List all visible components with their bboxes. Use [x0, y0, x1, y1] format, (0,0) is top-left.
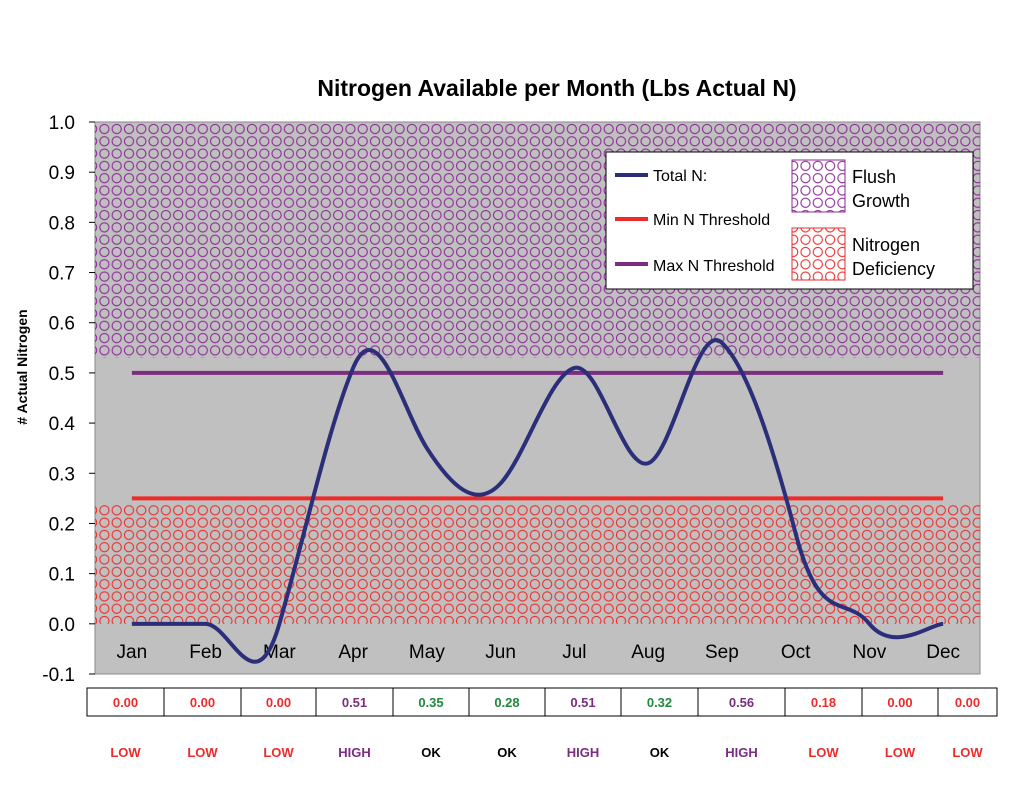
table-value: 0.00 [266, 695, 291, 710]
legend-label-min: Min N Threshold [653, 212, 770, 229]
table-value: 0.51 [570, 695, 595, 710]
legend-label-deficiency: Nitrogen Deficiency [852, 235, 935, 279]
table-cell [697, 687, 786, 717]
chart-title: Nitrogen Available per Month (Lbs Actual… [317, 75, 796, 101]
table-value: 0.18 [811, 695, 836, 710]
status-label: LOW [885, 745, 916, 760]
status-label: LOW [808, 745, 839, 760]
table-cell [392, 687, 470, 717]
status-label: OK [421, 745, 441, 760]
table-value: 0.56 [729, 695, 754, 710]
x-tick-label: Dec [926, 642, 960, 663]
status-label: LOW [187, 745, 218, 760]
series-line-total-n [131, 338, 944, 664]
table-cell [86, 687, 165, 717]
table-value: 0.00 [955, 695, 980, 710]
x-tick-label: Apr [338, 642, 368, 663]
x-tick-label: May [409, 642, 445, 663]
legend-label-total-n: Total N: [653, 168, 707, 185]
x-tick-label: Feb [189, 642, 222, 663]
x-tick-label: Sep [705, 642, 739, 663]
legend-label-flush: Flush Growth [852, 167, 910, 211]
table-cell [620, 687, 699, 717]
status-label: HIGH [725, 745, 758, 760]
table-cell [937, 687, 998, 717]
legend-swatch-deficiency [791, 227, 846, 281]
table-cell [544, 687, 622, 717]
status-label: LOW [110, 745, 141, 760]
legend-swatch-flush [791, 159, 846, 213]
table-cell [240, 687, 317, 717]
status-label: LOW [952, 745, 983, 760]
x-tick-label: Oct [781, 642, 811, 663]
table-value: 0.00 [113, 695, 138, 710]
y-tick-label: 0.0 [49, 615, 75, 636]
table-cell [315, 687, 394, 717]
table-cell [861, 687, 939, 717]
area-nitrogen-deficiency [95, 503, 980, 624]
y-tick-label: 0.1 [49, 565, 75, 586]
y-tick-label: 0.6 [49, 314, 75, 335]
y-tick-label: 0.8 [49, 213, 75, 234]
values-table: 0.00 LOW 0.00 LOW 0.00 LOW 0.51 HIGH 0.35 OK 0.28 O… [86, 687, 998, 760]
y-tick-label: 1.0 [49, 113, 75, 134]
y-tick-label: 0.2 [49, 514, 75, 535]
table-value: 0.28 [494, 695, 519, 710]
y-axis-label: # Actual Nitrogen [14, 309, 30, 424]
table-value: 0.32 [647, 695, 672, 710]
table-value: 0.00 [190, 695, 215, 710]
legend: Total N: Min N Threshold Max N Threshold… [605, 151, 974, 290]
y-tick-label: 0.3 [49, 464, 75, 485]
status-label: LOW [263, 745, 294, 760]
x-tick-label: Jun [485, 642, 516, 663]
y-tick-label: 0.7 [49, 264, 75, 285]
legend-label-max: Max N Threshold [653, 258, 775, 275]
x-tick-label: Nov [852, 642, 886, 663]
x-tick-label: Jan [117, 642, 148, 663]
status-label: OK [650, 745, 670, 760]
table-cell [784, 687, 863, 717]
x-tick-label: Jul [562, 642, 586, 663]
table-value: 0.00 [887, 695, 912, 710]
y-tick-label: 0.5 [49, 364, 75, 385]
table-value: 0.51 [342, 695, 367, 710]
status-label: HIGH [567, 745, 600, 760]
y-tick-label: 0.9 [49, 163, 75, 184]
status-label: HIGH [338, 745, 371, 760]
x-tick-label: Aug [631, 642, 665, 663]
table-value: 0.35 [418, 695, 443, 710]
y-tick-label: -0.1 [42, 665, 75, 686]
y-tick-label: 0.4 [49, 414, 76, 435]
status-label: OK [497, 745, 517, 760]
